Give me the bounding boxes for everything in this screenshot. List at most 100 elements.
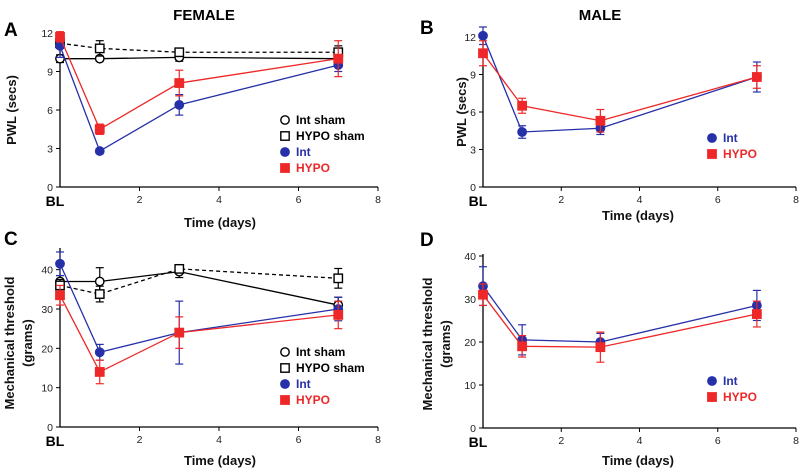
- panel-d: 0 10 20 30 40 2 4 6 8 BL Time (days) Mechanical thr…: [420, 230, 799, 468]
- legend-label: HYPO sham: [296, 129, 365, 143]
- legend-item: HYPO: [280, 161, 330, 175]
- y-tick-label: 12: [41, 28, 53, 40]
- legend-label: Int sham: [296, 345, 345, 359]
- data-point: [174, 99, 185, 110]
- series-line: [59, 294, 339, 373]
- legend-label: HYPO: [723, 147, 757, 161]
- y-tick-label: 9: [47, 67, 53, 79]
- x-axis-title: Time (days): [184, 215, 256, 230]
- y-tick-label: 30: [464, 294, 476, 306]
- data-point: [94, 367, 105, 377]
- x-axis-title: Time (days): [184, 453, 256, 468]
- data-point: [55, 290, 65, 301]
- legend-item: HYPO: [707, 147, 757, 161]
- x-tick-label: 6: [296, 194, 302, 206]
- legend-marker: [707, 376, 717, 386]
- series-line: [482, 285, 758, 343]
- data-point: [595, 115, 606, 126]
- x-axis-title: Time (days): [602, 453, 674, 468]
- baseline-label: BL: [46, 433, 65, 449]
- data-point: [94, 124, 105, 135]
- y-tick-label: 20: [41, 343, 53, 355]
- series-line: [59, 268, 339, 295]
- legend-item: HYPO sham: [280, 129, 365, 143]
- x-tick-label: 8: [375, 194, 381, 206]
- legend-item: Int: [280, 145, 311, 159]
- y-tick-label: 3: [470, 145, 476, 157]
- series-line: [60, 56, 339, 60]
- legend: Int sham HYPO sham Int HYPO: [280, 113, 365, 175]
- x-tick-label: 6: [715, 435, 721, 447]
- y-tick-label: 0: [47, 182, 53, 194]
- legend-label: HYPO: [296, 161, 330, 175]
- y-tick-label: 9: [470, 70, 476, 82]
- legend-marker: [280, 115, 290, 125]
- x-tick-label: 6: [296, 434, 302, 446]
- legend-marker: [280, 379, 290, 389]
- y-axis-title-line: (grams): [20, 319, 35, 367]
- baseline-label: BL: [46, 193, 65, 209]
- x-axis-title: Time (days): [602, 208, 674, 223]
- panel-title: MALE: [579, 7, 622, 24]
- legend-marker: [280, 395, 290, 405]
- data-point: [333, 310, 344, 320]
- data-point: [478, 30, 488, 41]
- data-point: [333, 273, 344, 284]
- series-hypo-sham: [55, 37, 344, 60]
- legend-item: HYPO: [280, 393, 330, 407]
- legend-item: HYPO: [707, 390, 757, 404]
- y-tick-label: 6: [47, 105, 53, 117]
- legend-label: HYPO: [723, 390, 757, 404]
- data-point: [595, 342, 606, 353]
- series-hypo-sham: [55, 263, 344, 303]
- data-point: [478, 48, 488, 59]
- series-line: [60, 270, 339, 306]
- y-tick-label: 40: [464, 251, 476, 263]
- x-tick-label: 2: [558, 435, 564, 447]
- x-tick-label: 8: [793, 435, 799, 447]
- legend-item: HYPO sham: [280, 361, 365, 375]
- legend-item: Int sham: [280, 345, 345, 359]
- x-tick-label: 4: [637, 194, 643, 206]
- series-line: [59, 263, 339, 354]
- data-point: [174, 263, 185, 274]
- data-point: [94, 347, 105, 358]
- series-line: [59, 45, 339, 153]
- y-axis-title-line: Mechanical threshold: [2, 276, 17, 409]
- legend-item: Int: [707, 374, 738, 388]
- legend-item: Int: [707, 131, 738, 145]
- panel-letter: D: [420, 230, 434, 251]
- legend-marker: [707, 392, 717, 402]
- data-point: [751, 72, 762, 82]
- data-point: [751, 309, 762, 319]
- panel-c: 0 10 20 30 40 2 4 6 8 BL Time (days) Mechanical thr…: [2, 229, 381, 468]
- y-axis-title-line: (grams): [438, 320, 453, 368]
- panel-letter: C: [4, 229, 18, 250]
- data-point: [174, 47, 185, 58]
- x-tick-label: 2: [137, 434, 143, 446]
- data-point: [517, 341, 528, 352]
- y-tick-label: 6: [470, 107, 476, 119]
- x-tick-label: 8: [793, 194, 799, 206]
- data-point: [478, 289, 488, 300]
- y-tick-label: 10: [464, 380, 476, 392]
- data-point: [517, 127, 528, 137]
- legend-label: HYPO: [296, 393, 330, 407]
- baseline-label: BL: [469, 193, 488, 209]
- legend-label: Int: [723, 131, 738, 145]
- x-tick-label: 6: [715, 194, 721, 206]
- data-point: [94, 276, 105, 287]
- series-hypo: [55, 31, 344, 135]
- series-line: [482, 52, 758, 122]
- data-point: [174, 78, 185, 88]
- y-axis-title: PWL (secs): [4, 75, 19, 145]
- data-point: [333, 53, 344, 64]
- data-point: [55, 258, 65, 269]
- legend-label: Int: [296, 377, 311, 391]
- legend-label: Int sham: [296, 113, 345, 127]
- legend-marker: [280, 131, 290, 141]
- legend-marker: [280, 163, 290, 173]
- panel-title: FEMALE: [173, 7, 235, 24]
- legend-item: Int sham: [280, 113, 345, 127]
